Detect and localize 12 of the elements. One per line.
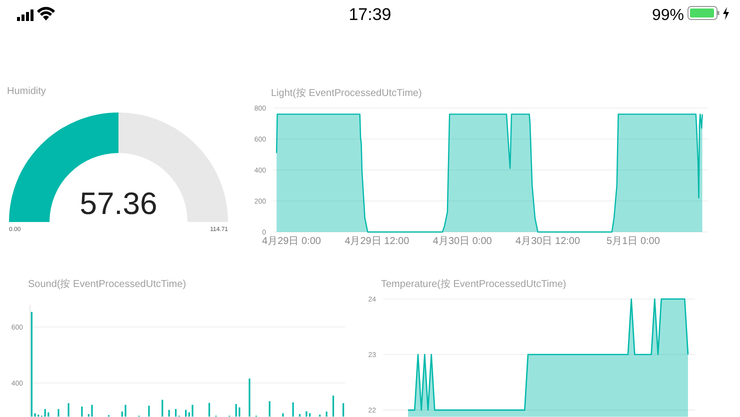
chart-title: Temperature(按 EventProcessedUtcTime) [381,278,566,290]
x-tick-label: 4月30日 0:00 [432,236,492,247]
x-tick-label: 4月29日 12:00 [344,236,410,247]
text: 99% [652,7,684,24]
chart-title: Light(按 EventProcessedUtcTime) [271,87,422,99]
chart-title: Sound(按 EventProcessedUtcTime) [28,278,186,290]
x-tick-label: 4月30日 12:00 [516,236,580,247]
text: 17:39 [348,5,392,24]
x-tick-label: 5月1日 0:00 [606,236,660,247]
data-label: 57.36 [80,186,158,221]
chart-title: Humidity [7,86,46,97]
x-tick-label: 4月29日 0:00 [262,236,322,247]
